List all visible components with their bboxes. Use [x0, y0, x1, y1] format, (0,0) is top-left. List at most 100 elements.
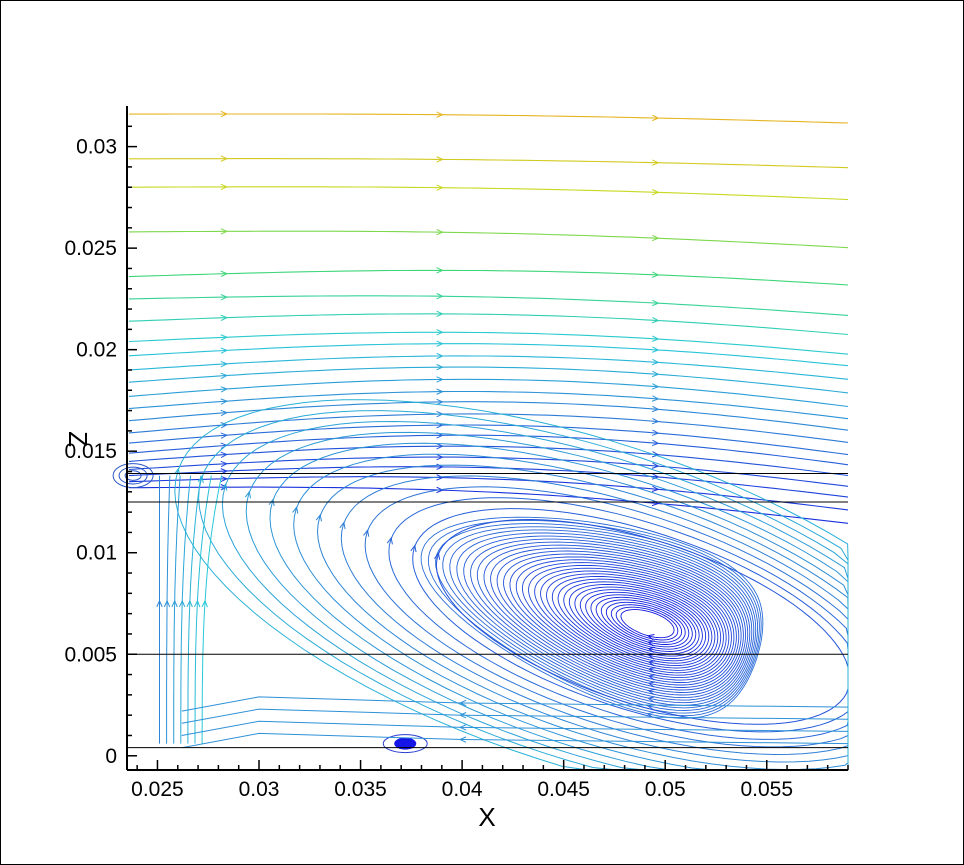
- vortex-arrow-21: [647, 681, 656, 688]
- streamline-arrow-6-1: [436, 310, 444, 318]
- streamline-arrow-8-1: [436, 340, 444, 347]
- vortex-loop-6: [590, 594, 697, 652]
- streamline-arrow-14-0: [220, 422, 229, 429]
- streamline-arrow-6-0: [220, 314, 229, 321]
- vortex-loop-13: [551, 575, 719, 669]
- vortex-loop-8: [579, 589, 703, 657]
- wall-jet-arrow-6: [201, 599, 208, 608]
- streamline-5: [128, 295, 849, 316]
- corner-vortex-loop-2: [112, 463, 154, 489]
- outer-loop-2: [388, 497, 849, 740]
- vortex-loop-14: [546, 573, 722, 671]
- streamline-18: [128, 456, 849, 487]
- vortex-loop-4: [600, 599, 690, 648]
- streamline-3: [128, 230, 849, 249]
- streamline-21: [129, 486, 849, 524]
- streamline-6: [128, 313, 849, 336]
- x-axis-title: X: [478, 802, 495, 832]
- y-tick-label: 0.005: [64, 643, 117, 666]
- outer-loop-arrow-10: [197, 475, 204, 484]
- vortex-loop-29: [449, 529, 757, 709]
- vortex-loop-21: [503, 553, 740, 688]
- wall-jet-6: [201, 475, 223, 744]
- streamline-arrow-8-2: [651, 346, 660, 353]
- streamline-arrow-21-0: [220, 484, 229, 491]
- wall-jet-5: [194, 475, 212, 744]
- streamline-arrow-9-0: [220, 360, 229, 368]
- wall-jet-arrow-0: [156, 599, 163, 608]
- streamline-arrow-11-0: [220, 386, 229, 393]
- outer-loop-3: [364, 486, 849, 748]
- x-tick-label: 0.035: [334, 778, 387, 801]
- streamline-arrow-7-0: [220, 334, 229, 341]
- floor-streamline-3: [181, 696, 849, 712]
- streamline-arrow-1-0: [220, 155, 229, 162]
- streamline-arrow-8-0: [220, 347, 229, 354]
- streamline-arrow-18-0: [220, 460, 229, 468]
- streamline-arrow-1-2: [652, 159, 660, 166]
- vortex-loop-12: [557, 578, 716, 667]
- streamline-arrow-17-2: [651, 451, 660, 458]
- reference-lines: [127, 473, 848, 749]
- streamline-arrow-9-2: [651, 358, 660, 366]
- streamline-arrow-6-2: [651, 317, 660, 324]
- outer-loop-6: [293, 453, 849, 771]
- streamline-arrow-13-2: [651, 405, 660, 413]
- corner-vortex-loop-1: [118, 466, 148, 485]
- streamline-1: [129, 158, 849, 169]
- streamline-arrow-20-0: [220, 475, 229, 483]
- streamline-arrow-12-0: [220, 398, 229, 405]
- floor-arrow-2: [458, 712, 467, 719]
- vortex-arrow-18: [647, 674, 656, 681]
- x-tick-label: 0.05: [645, 778, 686, 801]
- outer-loop-arrow-2: [386, 536, 393, 545]
- streamline-4: [128, 269, 849, 286]
- y-tick-label: 0.02: [76, 339, 117, 362]
- streamline-arrow-2-0: [220, 183, 229, 191]
- floor-streamline-0: [181, 732, 849, 749]
- vortex-arrow-15: [647, 667, 656, 674]
- outer-loop-arrow-3: [363, 529, 370, 537]
- streamline-0: [129, 113, 849, 124]
- wall-jet-3: [180, 475, 192, 744]
- streamline-arrow-2-2: [652, 189, 660, 196]
- streamline-arrow-21-1: [436, 486, 444, 494]
- vortex-arrow-24: [647, 688, 656, 695]
- x-tick-label: 0.055: [740, 778, 793, 801]
- streamline-arrow-10-2: [651, 370, 660, 378]
- outer-loop-0: [435, 518, 849, 725]
- wall-jet-arrow-5: [194, 599, 201, 608]
- streamline-7: [128, 331, 849, 355]
- streamline-arrow-5-2: [651, 299, 660, 307]
- streamline-arrow-10-1: [436, 364, 444, 371]
- y-tick-label: 0.015: [64, 440, 117, 463]
- streamline-arrow-15-0: [220, 432, 229, 439]
- wall-jet-arrow-1: [163, 599, 171, 608]
- vortex-loop-18: [522, 562, 732, 681]
- vortex-loop-30: [442, 526, 759, 711]
- streamline-arrow-4-2: [651, 271, 660, 278]
- x-tick-label: 0.04: [442, 778, 483, 801]
- outer-loop-arrow-7: [268, 498, 275, 507]
- vortex-loop-17: [528, 564, 730, 679]
- y-tick-label: 0.03: [76, 136, 117, 159]
- wall-jet-2: [173, 475, 181, 744]
- wall-jet-arrow-3: [178, 599, 186, 608]
- streamline-arrow-18-1: [436, 453, 444, 461]
- axes: 0.025 0.03 0.035 0.04 0.045 0.05 0.055 0 0.005 0.…: [64, 106, 849, 801]
- floor-arrow-0: [458, 736, 467, 743]
- streamline-arrow-14-2: [651, 417, 660, 425]
- streamline-14: [128, 413, 849, 443]
- outer-loop-4: [340, 475, 849, 756]
- vortex-arrow-27: [647, 696, 655, 703]
- outer-loop-arrow-6: [292, 506, 299, 514]
- streamline-arrow-12-2: [651, 395, 660, 402]
- streamline-13: [128, 401, 849, 431]
- streamline-9: [128, 355, 849, 380]
- streamline-arrow-13-0: [220, 409, 229, 417]
- outer-loop-11: [174, 399, 849, 771]
- streamline-arrow-4-1: [436, 267, 444, 274]
- small-vortex-core: [394, 737, 417, 750]
- streamline-2: [129, 186, 849, 201]
